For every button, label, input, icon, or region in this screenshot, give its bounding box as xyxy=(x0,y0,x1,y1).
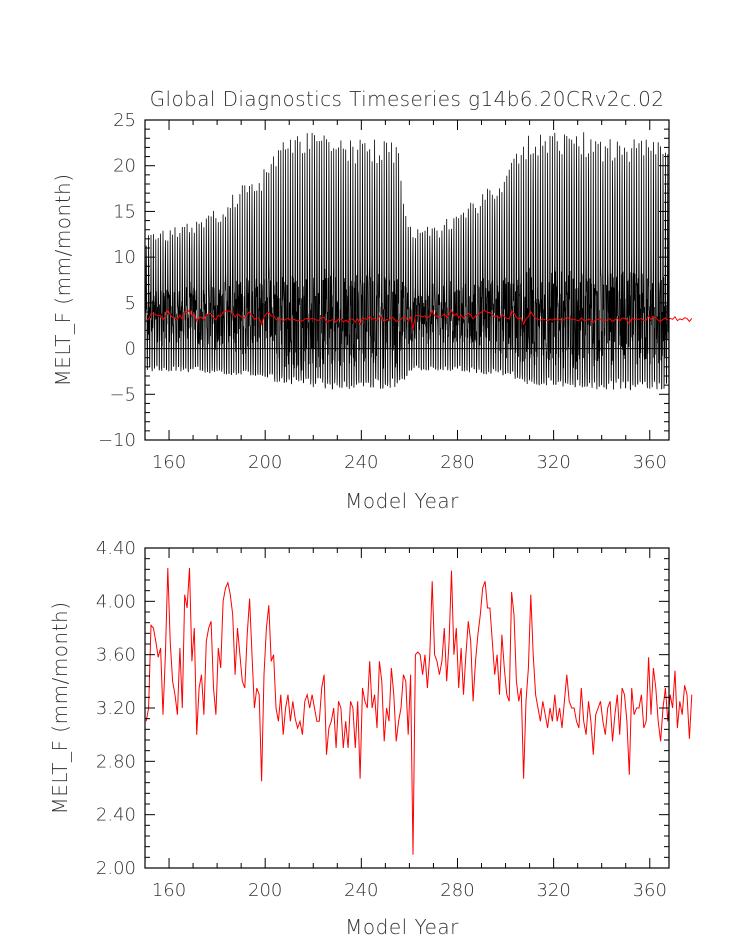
x-tick-label: 200 xyxy=(248,880,282,901)
y-tick-label: 4.00 xyxy=(96,591,136,612)
x-tick-label: 200 xyxy=(248,452,282,473)
x-axis-label: Model Year xyxy=(345,489,459,513)
y-tick-label: 3.60 xyxy=(96,645,136,666)
x-tick-label: 280 xyxy=(440,452,474,473)
y-tick-label: 20 xyxy=(113,156,136,177)
upper-panel: 160 200 240 280 320 360 −10 −5 0 5 10 15 20 25 Model … xyxy=(51,110,693,513)
y-tick-label: 4.40 xyxy=(96,538,136,559)
y-tick-label: 3.20 xyxy=(96,698,136,719)
axis-ticks: 160 200 240 280 320 360 2.00 2.40 2.80 3.20 3.60 4.… xyxy=(96,538,669,901)
y-tick-label: 2.00 xyxy=(96,858,136,879)
x-tick-label: 160 xyxy=(152,452,186,473)
x-tick-label: 160 xyxy=(152,880,186,901)
lower-panel: 160 200 240 280 320 360 2.00 2.40 2.80 3.20 3.60 4.… xyxy=(48,538,693,939)
monthly-series xyxy=(144,132,670,391)
x-tick-label: 240 xyxy=(344,880,378,901)
y-axis-label: MELT_F (mm/month) xyxy=(51,173,75,386)
x-tick-label: 320 xyxy=(536,880,570,901)
y-tick-label: −5 xyxy=(109,384,136,405)
y-axis-label: MELT_F (mm/month) xyxy=(48,601,72,814)
y-tick-label: 0 xyxy=(125,339,136,360)
x-tick-label: 280 xyxy=(440,880,474,901)
x-tick-label: 360 xyxy=(633,452,667,473)
y-tick-label: −10 xyxy=(98,430,136,451)
y-tick-label: 2.40 xyxy=(96,805,136,826)
x-axis-label: Model Year xyxy=(345,915,459,939)
y-tick-label: 10 xyxy=(113,247,136,268)
y-tick-label: 2.80 xyxy=(96,751,136,772)
plot-frame xyxy=(144,119,670,441)
chart-title: Global Diagnostics Timeseries g14b6.20CR… xyxy=(150,87,665,111)
y-tick-label: 5 xyxy=(125,293,136,314)
y-tick-label: 15 xyxy=(113,201,136,222)
annual-series-line xyxy=(146,308,693,330)
x-tick-label: 240 xyxy=(344,452,378,473)
y-tick-label: 25 xyxy=(113,110,136,131)
annual-series-line xyxy=(145,567,693,855)
axis-ticks: 160 200 240 280 320 360 −10 −5 0 5 10 15 20 25 xyxy=(98,110,669,473)
x-tick-label: 360 xyxy=(633,880,667,901)
monthly-series-line xyxy=(144,132,670,391)
x-tick-label: 320 xyxy=(536,452,570,473)
